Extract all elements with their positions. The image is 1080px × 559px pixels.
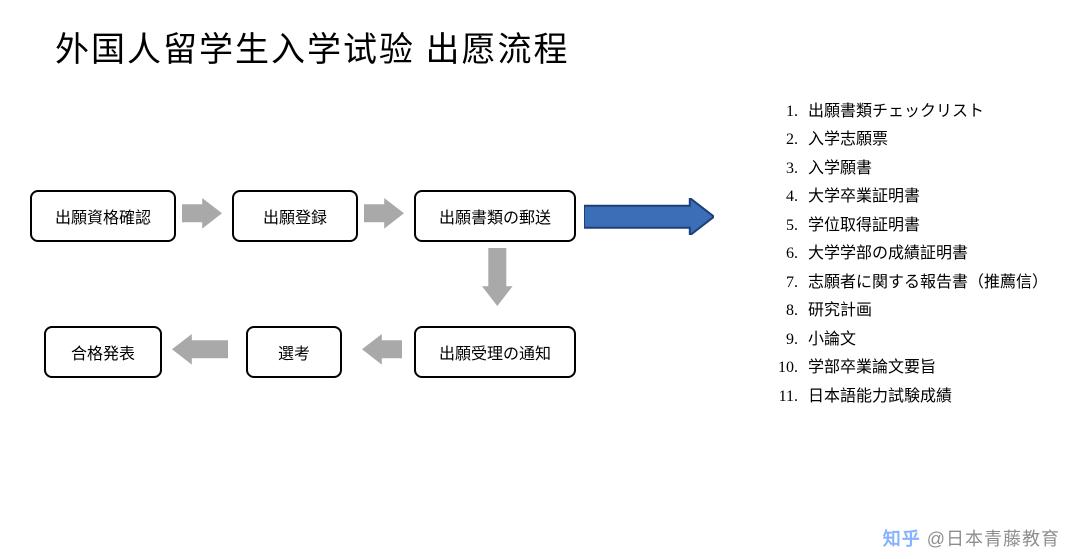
- flow-node-n6: 合格発表: [44, 326, 162, 378]
- flow-node-n2: 出願登録: [232, 190, 358, 242]
- checklist-item: 大学卒業証明書: [802, 183, 1046, 211]
- arrow-n3-n4: [482, 248, 513, 306]
- flow-node-n3: 出願書類の郵送: [414, 190, 576, 242]
- flow-node-n4: 出願受理の通知: [414, 326, 576, 378]
- arrow-n2-n3: [364, 198, 404, 229]
- arrow-n1-n2: [182, 198, 222, 229]
- checklist-item: 志願者に関する報告書（推薦信）: [802, 269, 1046, 297]
- checklist-item: 日本語能力試験成績: [802, 383, 1046, 411]
- checklist-item: 研究計画: [802, 297, 1046, 325]
- flow-node-n5: 選考: [246, 326, 342, 378]
- checklist-item: 入学願書: [802, 155, 1046, 183]
- checklist-item: 学位取得証明書: [802, 212, 1046, 240]
- flow-node-n1: 出願資格確認: [30, 190, 176, 242]
- arrow-n3-list: [584, 198, 714, 235]
- checklist-item: 学部卒業論文要旨: [802, 354, 1046, 382]
- arrow-n5-n6: [172, 334, 228, 365]
- checklist-item: 出願書類チェックリスト: [802, 98, 1046, 126]
- watermark-text: @日本青藤教育: [927, 529, 1060, 549]
- page-title: 外国人留学生入学试验 出愿流程: [55, 22, 570, 71]
- checklist-item: 大学学部の成績証明書: [802, 240, 1046, 268]
- checklist-item: 入学志願票: [802, 126, 1046, 154]
- watermark: 知乎 @日本青藤教育: [883, 525, 1060, 551]
- arrow-n4-n5: [362, 334, 402, 365]
- zhihu-logo-text: 知乎: [883, 529, 921, 549]
- checklist-item: 小論文: [802, 326, 1046, 354]
- checklist: 出願書類チェックリスト入学志願票入学願書大学卒業証明書学位取得証明書大学学部の成…: [770, 98, 1046, 411]
